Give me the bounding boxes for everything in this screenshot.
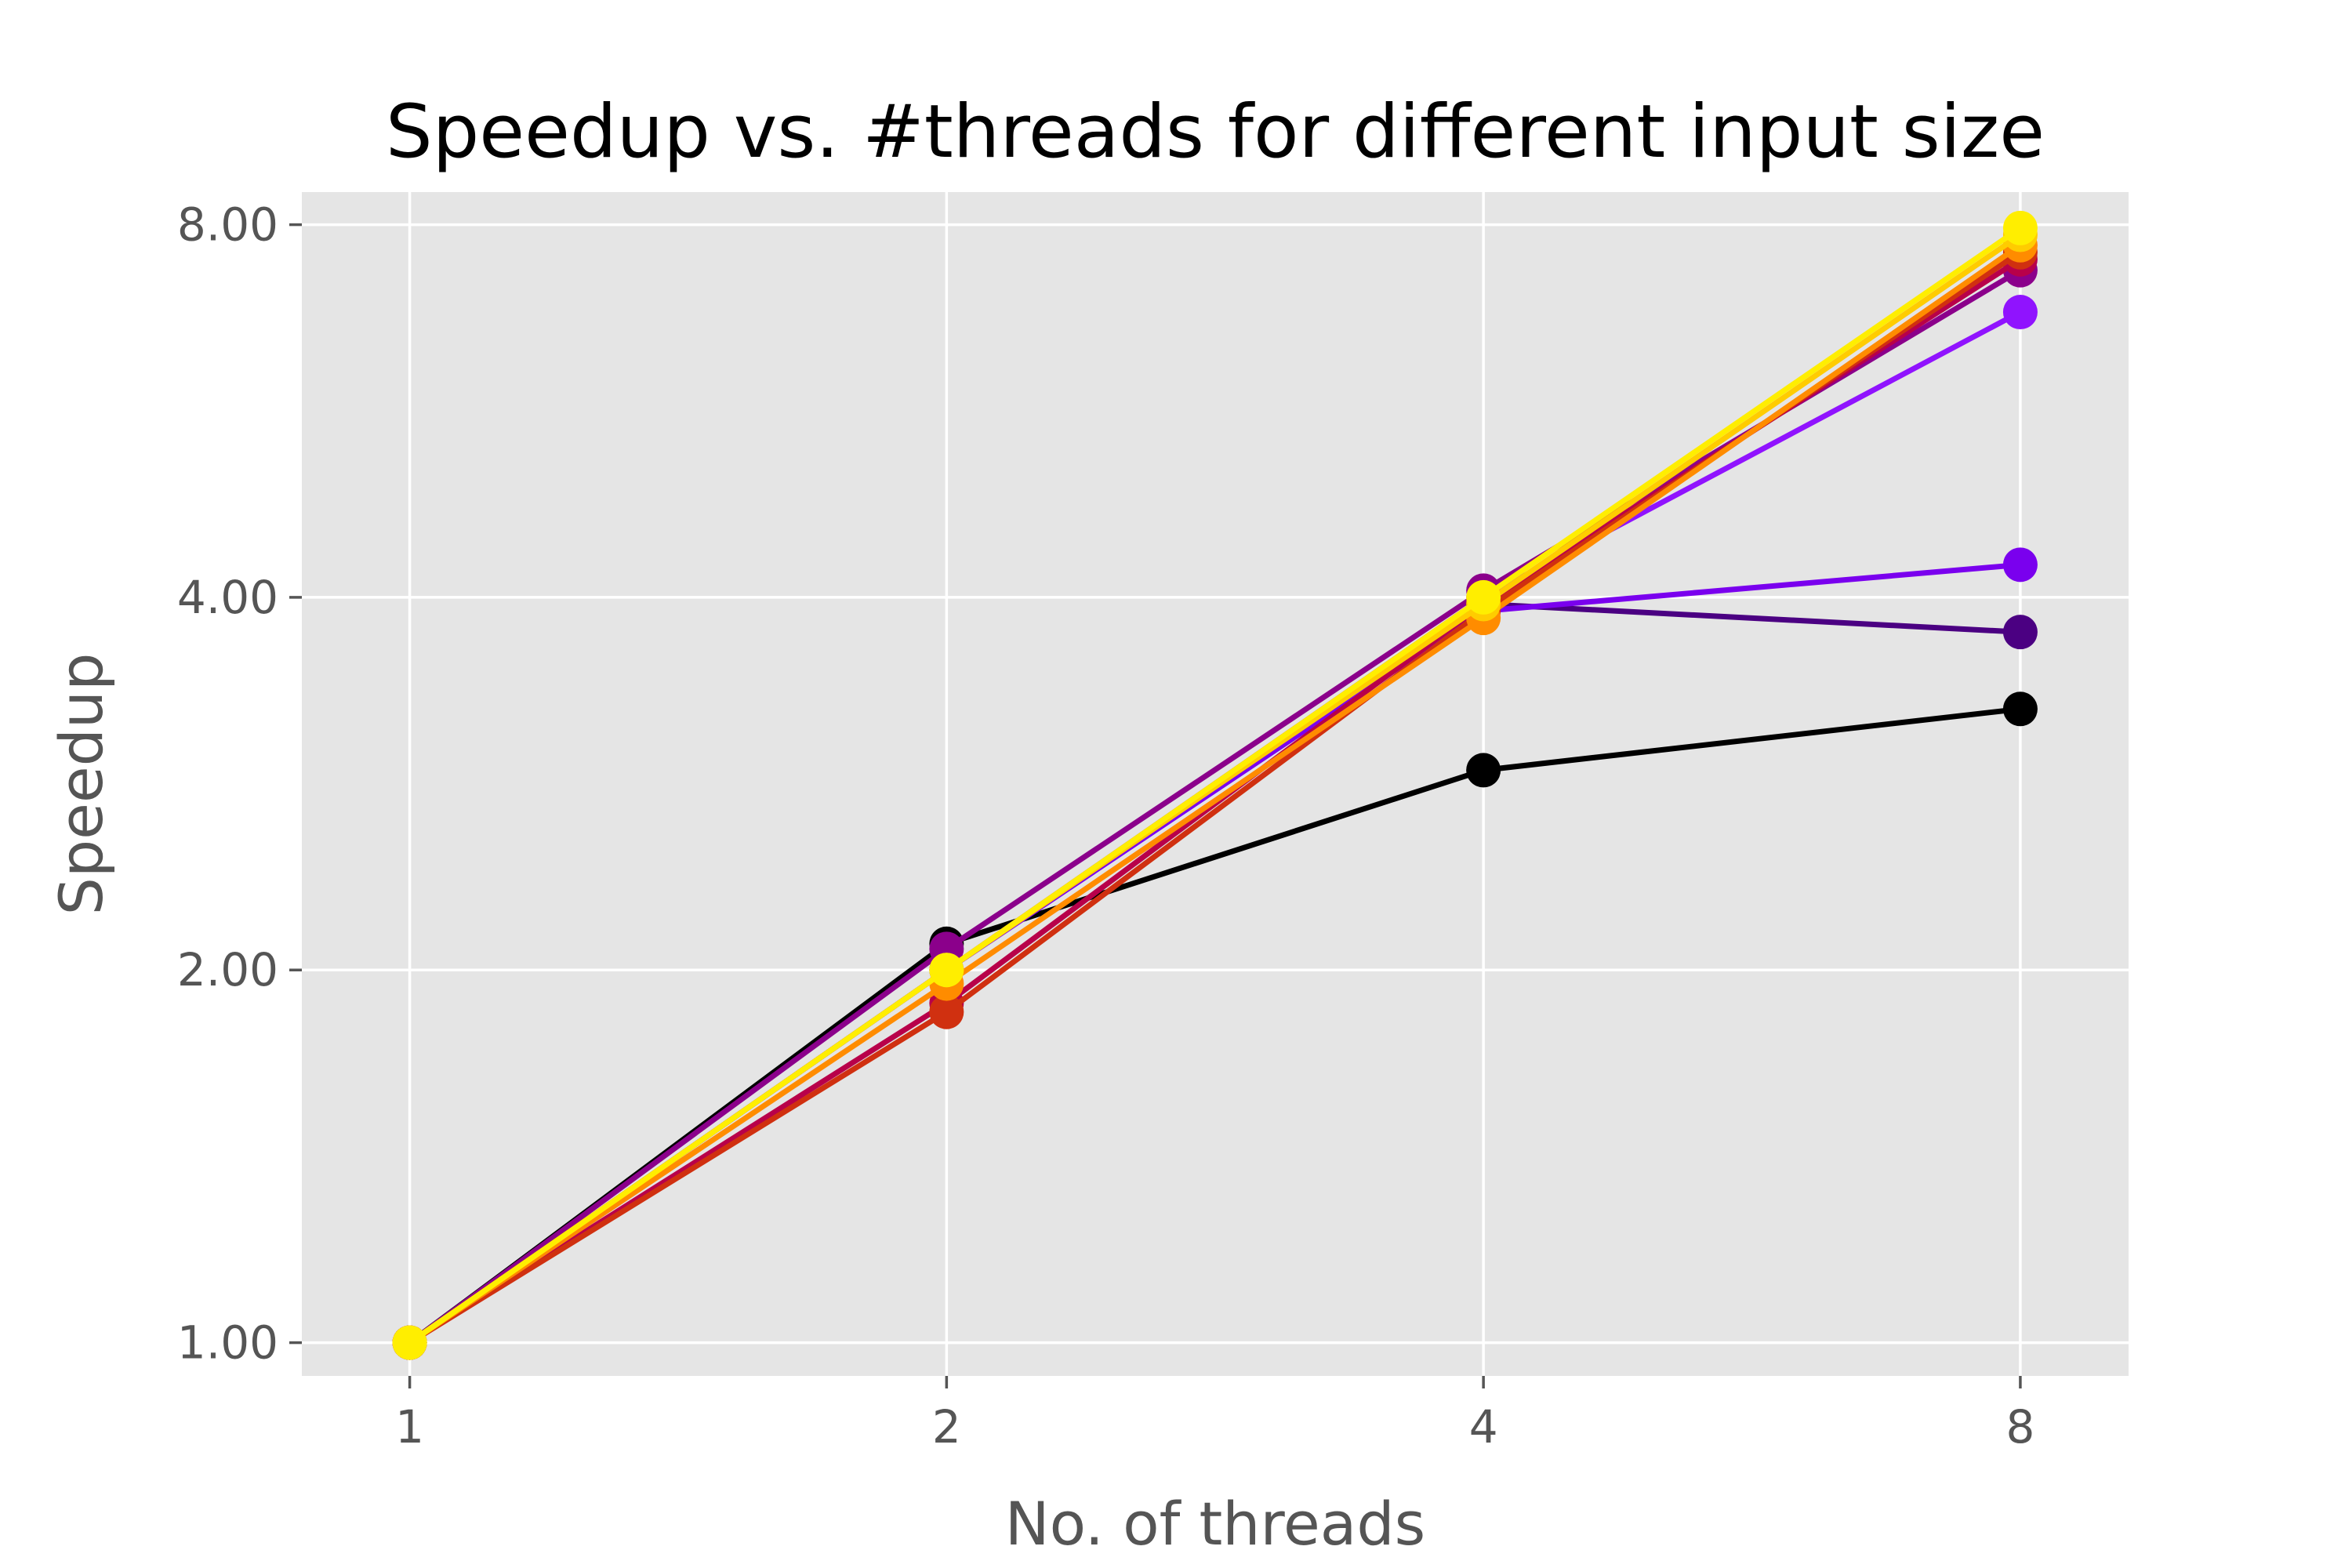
series-line	[408, 226, 2022, 1345]
data-point	[2002, 691, 2038, 727]
data-point	[392, 1325, 427, 1360]
x-axis-label: No. of threads	[1005, 1489, 1425, 1559]
data-point	[929, 953, 964, 988]
y-tick-label: 8.00	[177, 198, 278, 252]
series-layer	[392, 210, 2038, 1360]
x-tick-label: 1	[395, 1400, 424, 1454]
data-point	[2002, 210, 2038, 245]
y-tick-label: 2.00	[177, 943, 278, 996]
x-tick-label: 2	[932, 1400, 961, 1454]
y-tick-label: 4.00	[177, 571, 278, 624]
x-tick-label: 8	[2005, 1400, 2034, 1454]
y-tick-label: 1.00	[177, 1316, 278, 1370]
data-point	[1466, 579, 1501, 615]
series-10	[392, 210, 2038, 1360]
x-tick-label: 4	[1469, 1400, 1498, 1454]
axis-ticks: 1 2 4 8 1.00 2.00 4.00 8.00	[177, 198, 2035, 1454]
data-point	[2002, 615, 2038, 650]
chart-title: Speedup vs. #threads for different input…	[386, 89, 2045, 175]
data-point	[2002, 547, 2038, 583]
series-line	[408, 242, 2022, 1345]
y-axis-label: Speedup	[46, 653, 116, 916]
data-point	[929, 994, 964, 1029]
data-point	[2002, 295, 2038, 330]
data-point	[1466, 753, 1501, 788]
